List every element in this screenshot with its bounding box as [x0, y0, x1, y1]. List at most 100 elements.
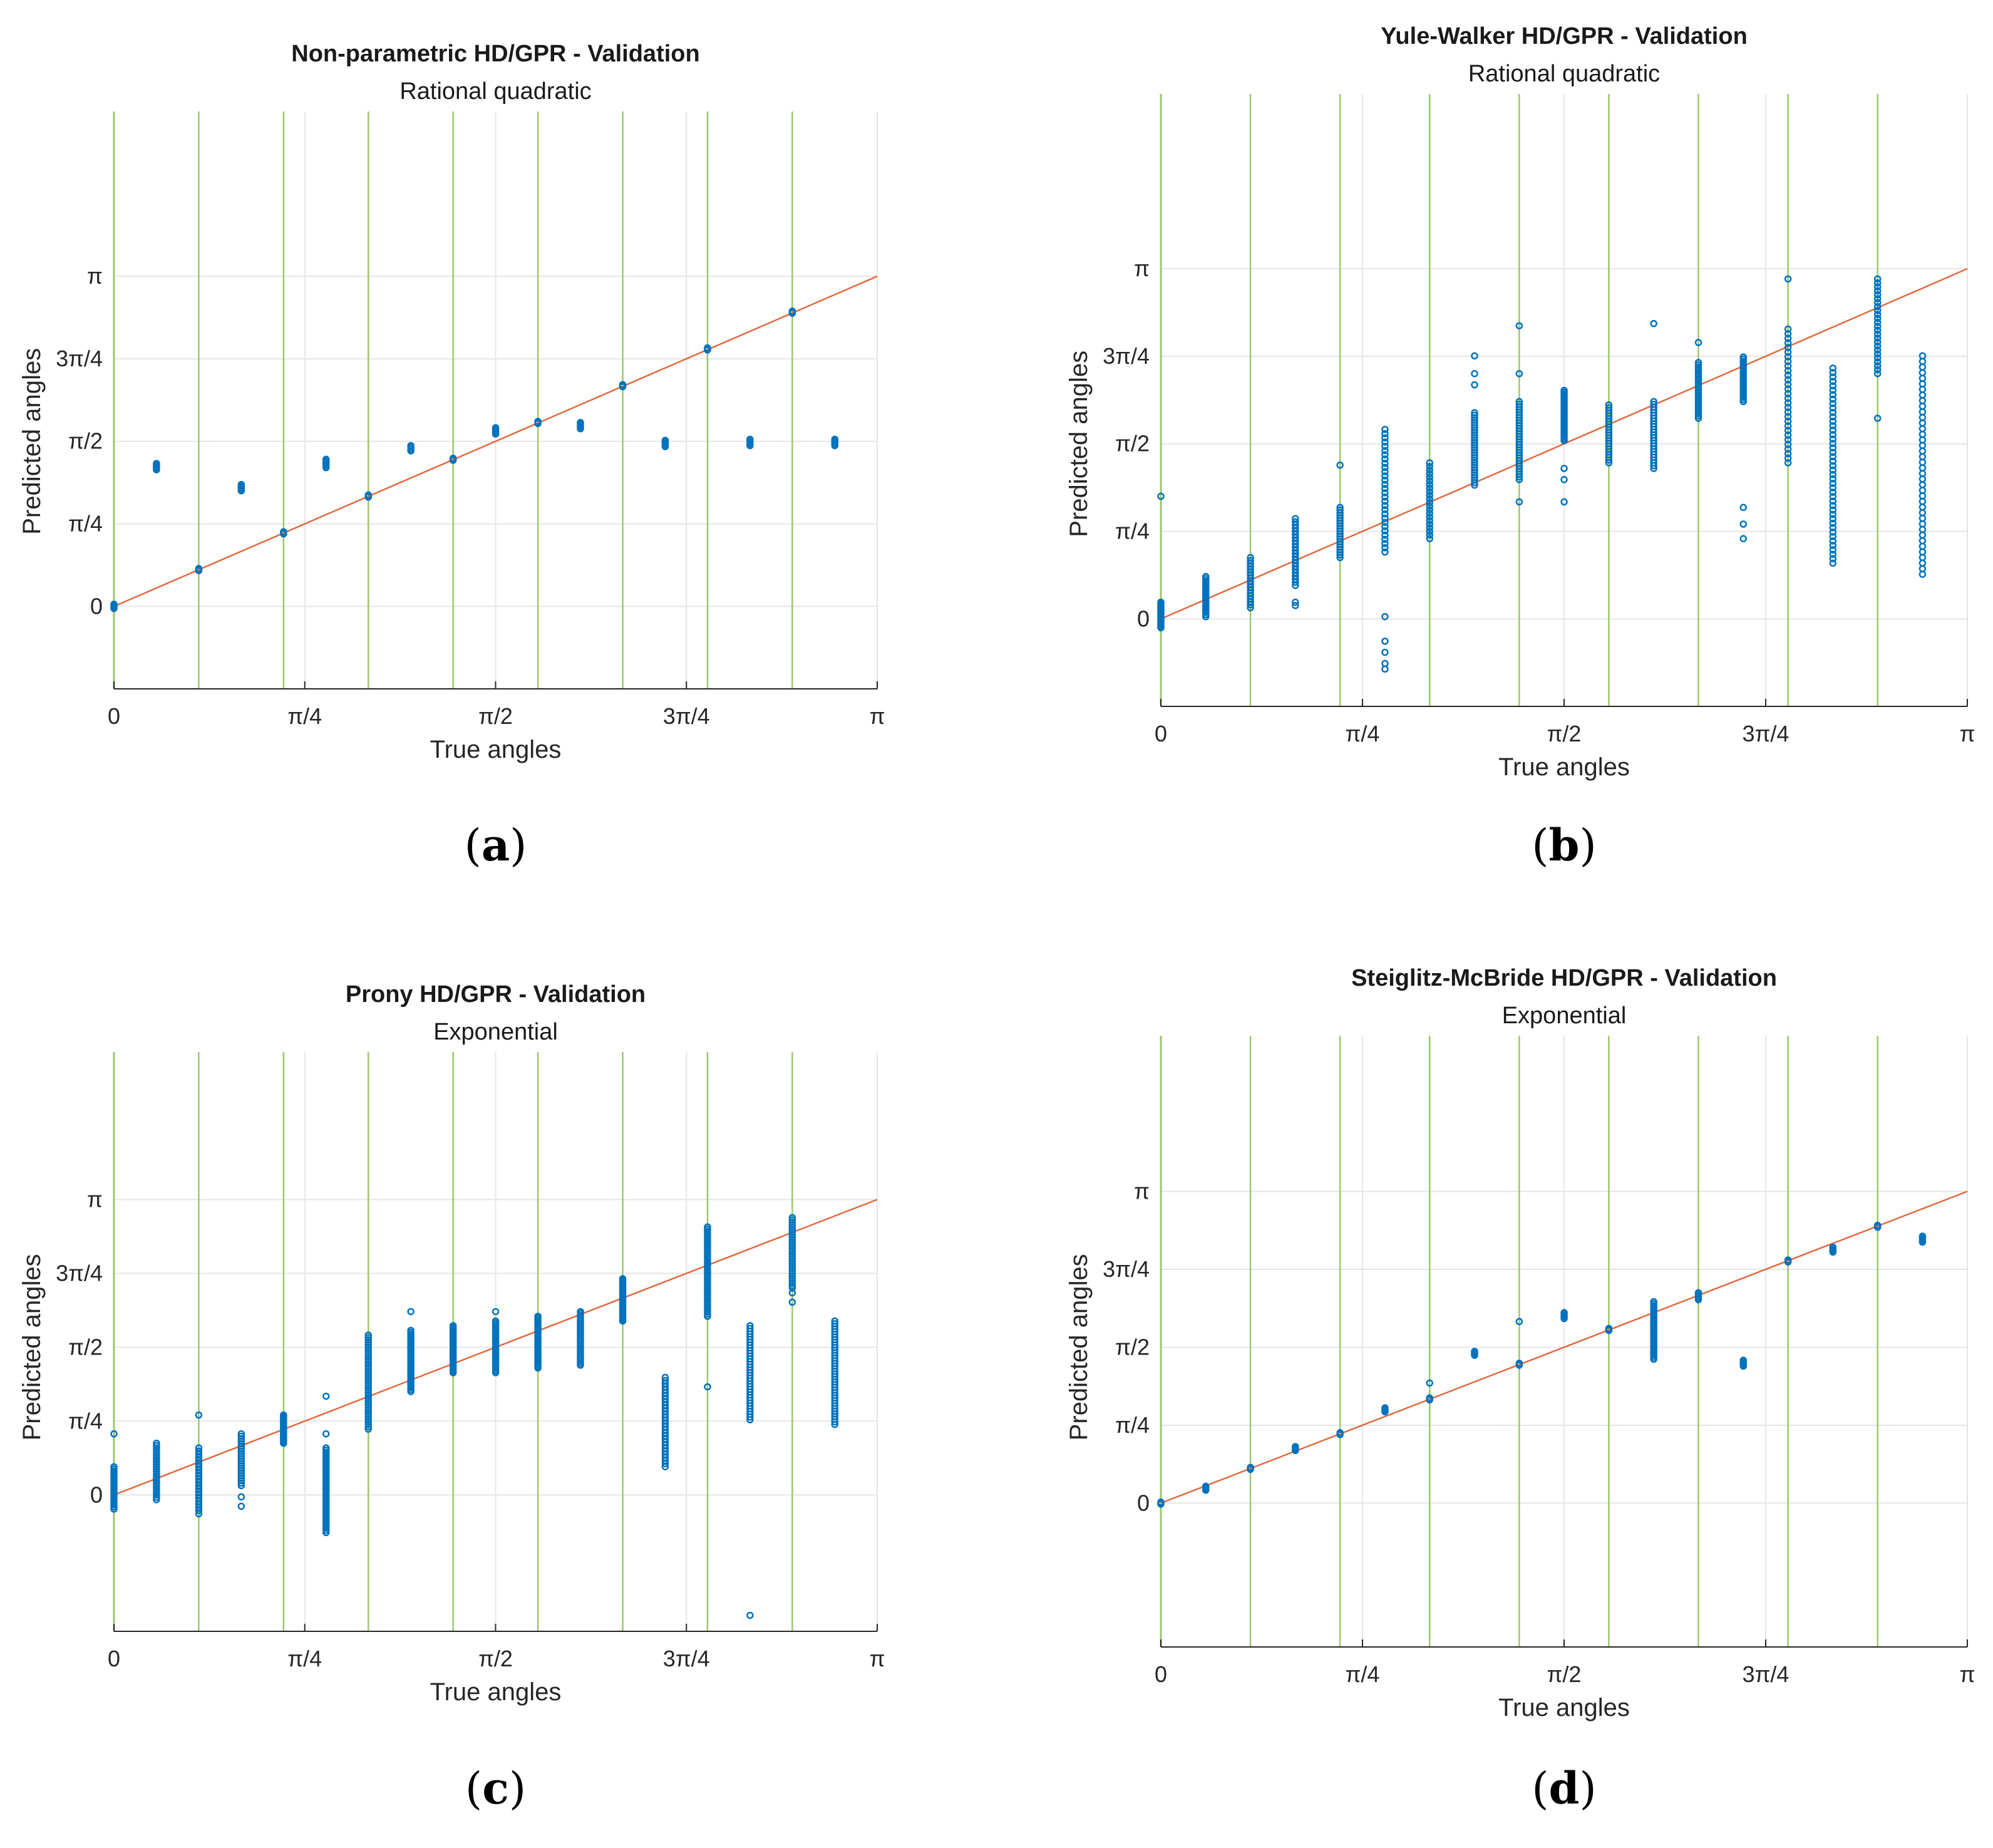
- data-point: [153, 1458, 160, 1466]
- data-point: [1784, 1256, 1792, 1264]
- data-point: [1381, 480, 1389, 488]
- data-point: [661, 1376, 669, 1385]
- chart-subtitle: Exponential: [1502, 1003, 1627, 1029]
- data-point: [1873, 323, 1882, 330]
- data-point: [1694, 391, 1702, 399]
- data-point: [1873, 307, 1882, 314]
- data-point: [577, 1308, 584, 1316]
- data-point: [322, 455, 330, 463]
- data-point: [1426, 502, 1434, 510]
- data-point: [661, 436, 669, 444]
- data-point-outlier: [1650, 319, 1657, 328]
- data-point: [1426, 524, 1434, 532]
- data-point: [1784, 325, 1792, 333]
- data-point: [1739, 1356, 1748, 1364]
- data-point: [1918, 537, 1927, 545]
- data-point: [704, 1306, 711, 1313]
- data-point: [1784, 450, 1792, 458]
- y-tick-label: π/2: [1115, 1334, 1150, 1360]
- data-point: [364, 1382, 373, 1390]
- data-point: [704, 1248, 711, 1256]
- data-point: [704, 1227, 711, 1236]
- data-point: [1381, 497, 1389, 505]
- data-point: [1918, 358, 1927, 365]
- data-point: [1605, 1324, 1613, 1333]
- data-point: [1873, 346, 1882, 354]
- data-point: [1829, 475, 1837, 483]
- data-point: [1784, 399, 1792, 407]
- data-point: [704, 1269, 711, 1277]
- data-point: [237, 480, 245, 488]
- data-point-outlier: [1560, 476, 1568, 483]
- data-point-outlier: [1426, 1379, 1434, 1387]
- data-point: [1873, 338, 1882, 346]
- data-point-outlier: [746, 1611, 754, 1619]
- data-point: [364, 1355, 373, 1363]
- data-point: [1784, 445, 1792, 453]
- data-point: [1694, 403, 1702, 411]
- data-point: [1784, 431, 1792, 439]
- y-tick-label: π/4: [68, 1408, 103, 1433]
- data-point: [1426, 473, 1434, 481]
- data-point: [364, 1377, 373, 1385]
- y-tick-label: 0: [90, 1482, 103, 1507]
- data-point-outlier: [322, 1392, 330, 1400]
- data-point: [1918, 397, 1927, 405]
- data-point: [153, 1453, 160, 1461]
- x-tick-label: 3π/4: [1743, 1661, 1790, 1687]
- x-axis-label: True angles: [430, 1678, 562, 1706]
- data-point: [704, 1262, 711, 1270]
- data-point: [704, 1283, 711, 1291]
- data-point: [1918, 464, 1927, 472]
- data-point-outlier: [1873, 415, 1882, 422]
- data-point: [704, 1237, 711, 1244]
- x-tick-label: 0: [108, 703, 120, 729]
- data-point: [1829, 528, 1837, 536]
- data-point: [1829, 395, 1837, 403]
- x-tick-label: π/2: [1547, 721, 1582, 746]
- data-point: [1829, 448, 1837, 457]
- data-point-outlier: [1694, 339, 1702, 346]
- data-point: [534, 418, 542, 425]
- y-tick-label: π: [87, 263, 103, 289]
- data-point-outlier: [492, 1308, 500, 1316]
- data-point: [364, 1401, 373, 1409]
- data-point: [153, 1442, 160, 1450]
- data-point: [746, 435, 754, 443]
- x-axis-label: True angles: [1498, 1694, 1630, 1722]
- data-point: [1784, 371, 1792, 379]
- data-point: [1381, 451, 1389, 458]
- data-point: [1381, 459, 1389, 467]
- data-point: [1471, 409, 1478, 416]
- data-point: [364, 1358, 373, 1366]
- data-point: [364, 1384, 373, 1392]
- data-point: [1918, 503, 1927, 511]
- data-point: [1918, 430, 1927, 438]
- data-point: [1426, 495, 1434, 503]
- data-point: [364, 1386, 373, 1395]
- data-point: [1829, 515, 1837, 523]
- data-point: [1829, 519, 1837, 527]
- data-point: [704, 1223, 711, 1231]
- data-point: [1918, 508, 1927, 517]
- data-point-outlier: [1560, 465, 1568, 472]
- data-point: [1694, 363, 1702, 371]
- y-tick-label: 3π/4: [1103, 1256, 1150, 1282]
- data-point: [1873, 283, 1882, 291]
- data-point: [280, 1411, 287, 1419]
- x-tick-label: π: [870, 703, 885, 729]
- data-point: [153, 1465, 160, 1473]
- data-point-outlier: [1739, 535, 1748, 542]
- data-point: [364, 1389, 373, 1397]
- data-point: [1873, 287, 1882, 295]
- y-tick-label: π/4: [1115, 519, 1150, 544]
- y-tick-label: π/2: [68, 428, 103, 454]
- data-point: [153, 1439, 160, 1447]
- data-point: [704, 1234, 711, 1242]
- data-point: [153, 1444, 160, 1452]
- data-point: [704, 344, 711, 352]
- data-point: [153, 1470, 160, 1478]
- data-point: [1694, 398, 1702, 406]
- data-point: [788, 307, 796, 315]
- data-point: [1873, 291, 1882, 299]
